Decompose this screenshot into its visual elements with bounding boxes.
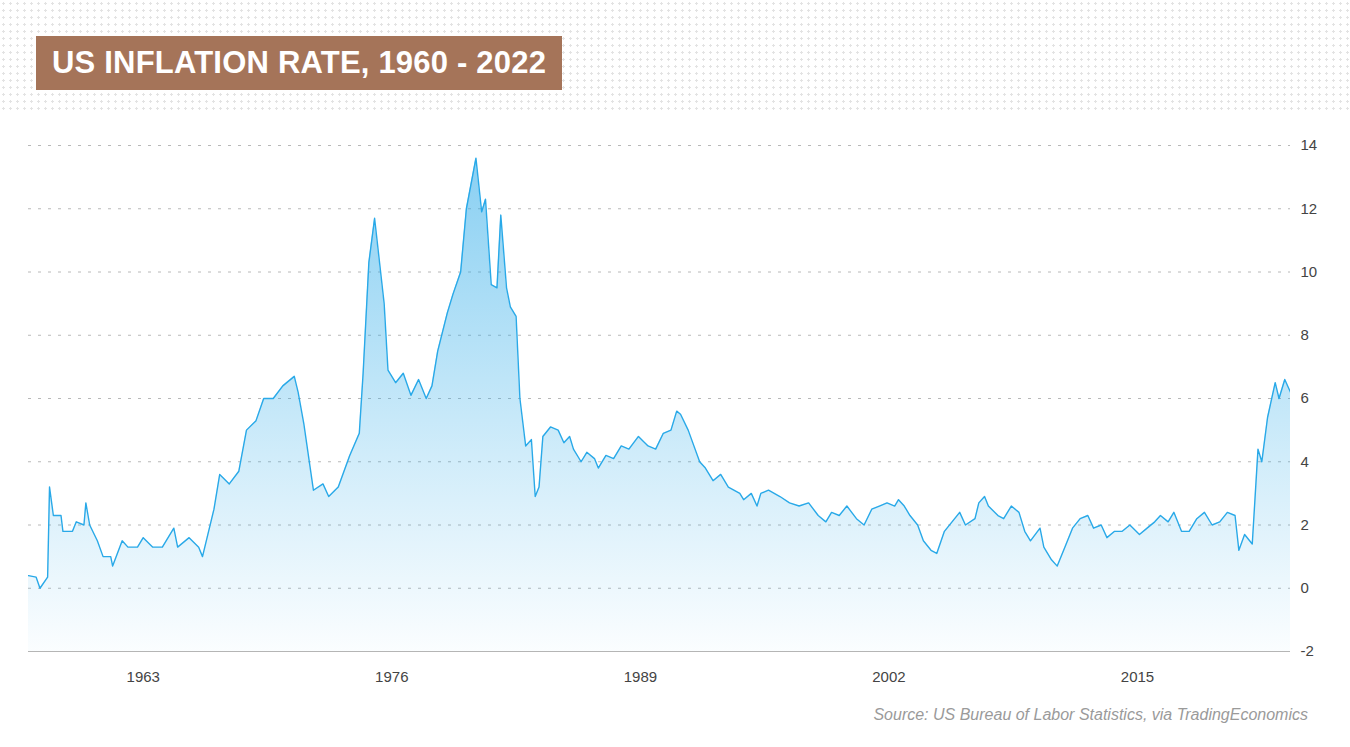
svg-text:6: 6: [1301, 389, 1309, 406]
svg-text:-2: -2: [1301, 642, 1314, 659]
svg-text:10: 10: [1301, 263, 1318, 280]
svg-text:4: 4: [1301, 453, 1309, 470]
svg-text:14: 14: [1301, 136, 1318, 153]
html-text:Source: US Bureau of Labor Sta: Source: US Bureau of Labor Statistics, v…: [873, 706, 1308, 723]
svg-text:8: 8: [1301, 326, 1309, 343]
svg-text:1963: 1963: [127, 668, 160, 685]
svg-text:2: 2: [1301, 516, 1309, 533]
svg-text:2015: 2015: [1121, 668, 1154, 685]
html-text:US INFLATION RATE, 1960 - 2022: US INFLATION RATE, 1960 - 2022: [52, 45, 547, 80]
svg-text:1989: 1989: [624, 668, 657, 685]
svg-text:1976: 1976: [375, 668, 408, 685]
svg-text:2002: 2002: [872, 668, 905, 685]
svg-text:0: 0: [1301, 579, 1309, 596]
svg-text:12: 12: [1301, 200, 1318, 217]
